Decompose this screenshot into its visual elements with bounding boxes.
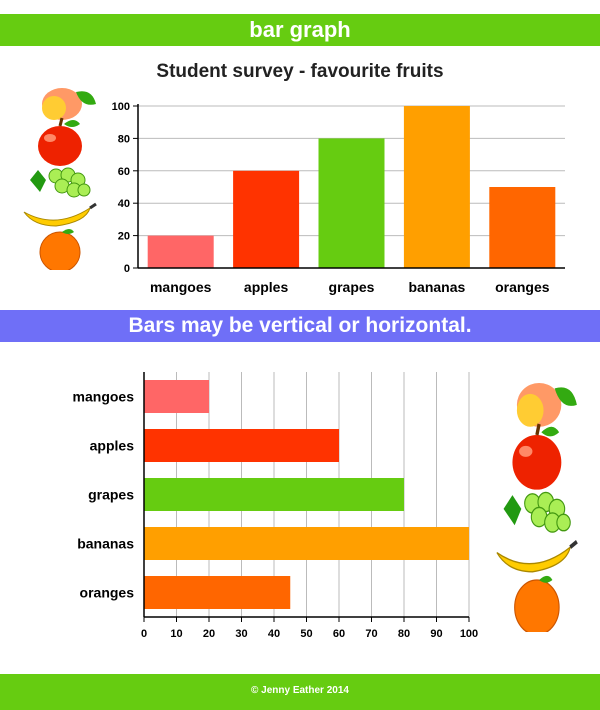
mango-icon	[42, 88, 96, 120]
vertical-bar-chart: 0 20 40 60 80 100 mangoes apples grapes bananas or…	[112, 101, 565, 295]
y-tick-label: 80	[118, 133, 130, 145]
y-tick-label: 0	[124, 263, 130, 275]
y-category-label: mangoes	[73, 389, 135, 405]
chart-title: Student survey - favourite fruits	[156, 61, 444, 82]
x-tick-label: 30	[235, 628, 247, 640]
x-category-label: apples	[244, 279, 289, 295]
grapes-icon	[30, 167, 91, 198]
bar	[233, 170, 300, 268]
x-tick-label: 70	[365, 628, 377, 640]
subheader-text: Bars may be vertical or horizontal.	[128, 314, 472, 337]
subheader-banner: Bars may be vertical or horizontal.	[0, 310, 600, 342]
grapes-icon	[503, 491, 571, 533]
x-tick-label: 60	[333, 628, 345, 640]
x-tick-label: 0	[141, 628, 147, 640]
bar	[144, 429, 339, 462]
horizontal-bar-chart: 0 10 20 30 40 50 60 70 80 90 100 mangoes apples grape…	[73, 372, 478, 640]
title-banner: bar graph	[0, 14, 600, 46]
y-category-label: bananas	[77, 536, 134, 552]
y-tick-label: 40	[118, 198, 130, 210]
mango-icon	[516, 382, 577, 427]
bar	[144, 478, 404, 511]
banana-icon	[496, 539, 578, 573]
y-tick-label: 100	[112, 101, 130, 113]
footer: © Jenny Eather 2014	[0, 674, 600, 710]
x-tick-label: 50	[300, 628, 312, 640]
x-category-label: mangoes	[150, 279, 212, 295]
copyright-text: © Jenny Eather 2014	[251, 685, 349, 696]
fruit-stack-icon	[496, 382, 578, 632]
orange-icon	[514, 575, 560, 632]
page-title: bar graph	[249, 17, 351, 42]
bar	[144, 380, 209, 413]
banana-icon	[23, 202, 97, 227]
x-tick-label: 20	[203, 628, 215, 640]
y-category-label: grapes	[88, 487, 134, 503]
apple-icon	[512, 423, 562, 490]
x-tick-label: 80	[398, 628, 410, 640]
x-tick-label: 10	[170, 628, 182, 640]
fruit-stack-icon	[23, 88, 97, 270]
bar	[147, 235, 214, 268]
bar	[144, 527, 469, 560]
x-tick-label: 90	[430, 628, 442, 640]
y-tick-label: 20	[118, 231, 130, 243]
apple-icon	[38, 117, 82, 166]
bar	[318, 138, 385, 268]
x-tick-label: 40	[268, 628, 280, 640]
bar	[144, 576, 291, 609]
x-category-label: oranges	[495, 279, 550, 295]
x-category-label: grapes	[329, 279, 375, 295]
y-tick-label: 60	[118, 166, 130, 178]
x-tick-label: 100	[460, 628, 478, 640]
bar	[403, 106, 470, 268]
x-category-label: bananas	[408, 279, 465, 295]
orange-icon	[39, 229, 81, 270]
y-category-label: oranges	[80, 585, 135, 601]
y-category-label: apples	[90, 438, 135, 454]
bar	[489, 187, 556, 268]
